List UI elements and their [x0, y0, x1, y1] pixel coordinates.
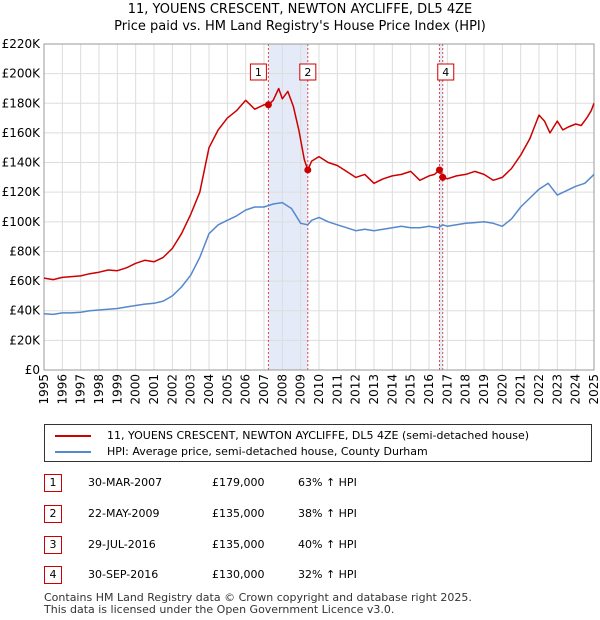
legend: 11, YOUENS CRESCENT, NEWTON AYCLIFFE, DL… — [44, 424, 592, 462]
legend-swatch-property — [55, 435, 91, 437]
transaction-date: 30-SEP-2016 — [88, 568, 159, 581]
transaction-price: £130,000 — [212, 568, 265, 581]
x-tick-label: 2001 — [147, 374, 161, 405]
transaction-hpi: 32% ↑ HPI — [298, 568, 357, 581]
y-tick-label: £100K — [2, 215, 42, 229]
legend-label-hpi: HPI: Average price, semi-detached house,… — [107, 445, 428, 458]
x-tick-label: 2025 — [587, 374, 600, 405]
chart-title: 11, YOUENS CRESCENT, NEWTON AYCLIFFE, DL… — [127, 2, 473, 17]
transaction-price: £135,000 — [212, 507, 265, 520]
x-tick-label: 2016 — [422, 374, 436, 405]
transaction-hpi: 40% ↑ HPI — [298, 538, 357, 551]
sale-point — [264, 101, 272, 109]
y-tick-label: £180K — [2, 96, 42, 110]
sale-label-box — [437, 63, 455, 81]
transaction-price: £135,000 — [212, 538, 265, 551]
x-tick-label: 1999 — [110, 374, 124, 405]
x-tick-label: 1996 — [55, 374, 69, 405]
x-tick-label: 2014 — [385, 374, 399, 405]
x-tick-label: 2015 — [404, 374, 418, 405]
sale-label-box — [299, 63, 317, 81]
y-tick-label: £160K — [2, 126, 42, 140]
y-tick-label: £0 — [25, 363, 40, 377]
transaction-badge: 2 — [44, 505, 62, 523]
transaction-date: 29-JUL-2016 — [88, 538, 156, 551]
y-tick-label: £220K — [2, 37, 42, 51]
chart-subtitle: Price paid vs. HM Land Registry's House … — [114, 19, 486, 34]
x-tick-label: 2024 — [569, 374, 583, 405]
footer-copyright: Contains HM Land Registry data © Crown c… — [44, 591, 472, 604]
sale-label-text: 4 — [442, 66, 449, 79]
x-tick-label: 2005 — [220, 374, 234, 405]
hpi-line — [43, 173, 595, 316]
x-tick-label: 2002 — [165, 374, 179, 405]
y-tick-label: £80K — [9, 244, 41, 258]
transaction-badge: 4 — [44, 566, 62, 584]
x-tick-label: 2010 — [312, 374, 326, 405]
y-tick-label: £120K — [2, 185, 42, 199]
sale-label-text: 2 — [304, 66, 311, 79]
transaction-hpi: 38% ↑ HPI — [298, 507, 357, 520]
plot-frame — [43, 43, 595, 371]
x-tick-label: 2000 — [129, 374, 143, 405]
y-tick-label: £140K — [2, 156, 42, 170]
x-tick-label: 2022 — [532, 374, 546, 405]
legend-swatch-hpi — [55, 451, 91, 453]
x-tick-label: 2003 — [184, 374, 198, 405]
sale-point — [304, 166, 312, 174]
sale-label-box — [249, 63, 267, 81]
x-tick-label: 2008 — [275, 374, 289, 405]
x-tick-label: 2004 — [202, 374, 216, 405]
x-tick-label: 2011 — [330, 374, 344, 405]
transaction-badge: 1 — [44, 474, 62, 492]
transaction-price: £179,000 — [212, 476, 265, 489]
transaction-badge: 3 — [44, 536, 62, 554]
y-tick-label: £40K — [9, 304, 41, 318]
x-tick-label: 1998 — [92, 374, 106, 405]
price-chart: 1 2 4 £0 £20K £40K £60K £80K £100K £120K £140K £160… — [2, 37, 600, 405]
x-tick-label: 2018 — [459, 374, 473, 405]
x-tick-label: 2012 — [349, 374, 363, 405]
x-tick-label: 2007 — [257, 374, 271, 405]
y-tick-label: £200K — [2, 67, 42, 81]
y-tick-label: £60K — [9, 274, 41, 288]
transaction-date: 30-MAR-2007 — [88, 476, 163, 489]
x-tick-label: 2013 — [367, 374, 381, 405]
x-tick-label: 2009 — [294, 374, 308, 405]
x-tick-label: 2023 — [550, 374, 564, 405]
x-tick-label: 2017 — [440, 374, 454, 405]
x-tick-label: 2020 — [495, 374, 509, 405]
x-tick-label: 2021 — [514, 374, 528, 405]
x-tick-label: 1995 — [37, 374, 51, 405]
x-tick-label: 1997 — [74, 374, 88, 405]
sale-point — [439, 173, 447, 181]
x-tick-label: 2019 — [477, 374, 491, 405]
sale-point — [435, 166, 443, 174]
transaction-hpi: 63% ↑ HPI — [298, 476, 357, 489]
footer-licence: This data is licensed under the Open Gov… — [44, 603, 395, 616]
sale-label-text: 1 — [255, 66, 262, 79]
sale-period-shade — [439, 44, 443, 370]
property-price-line — [43, 87, 595, 281]
y-tick-label: £20K — [9, 333, 41, 347]
legend-label-property: 11, YOUENS CRESCENT, NEWTON AYCLIFFE, DL… — [107, 429, 530, 442]
x-tick-label: 2006 — [239, 374, 253, 405]
transaction-date: 22-MAY-2009 — [88, 507, 160, 520]
